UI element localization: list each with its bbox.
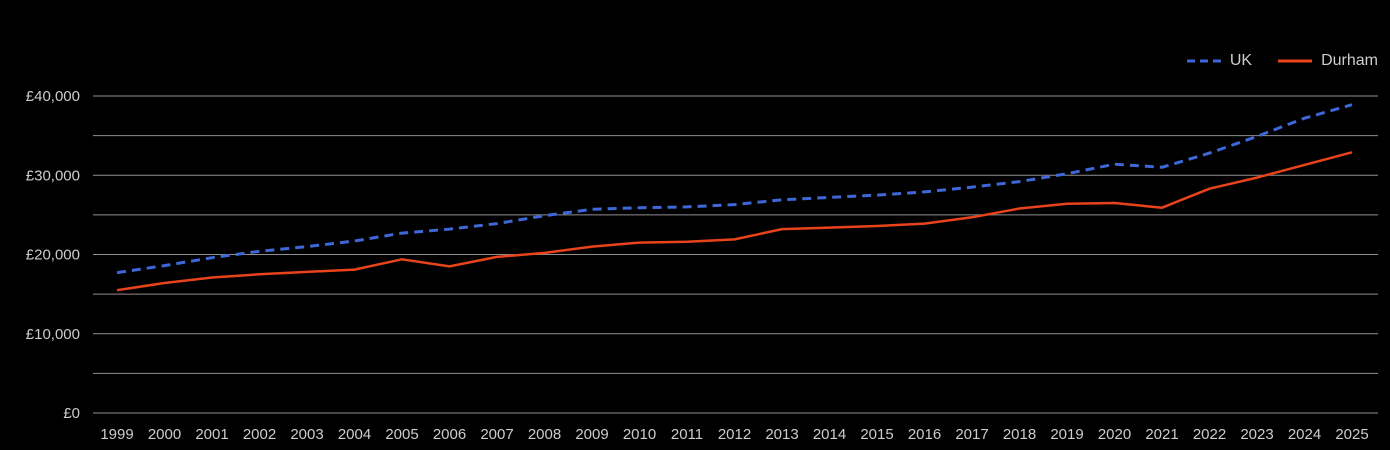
x-axis-tick-label: 2021 <box>1145 426 1178 443</box>
x-axis-tick-label: 2019 <box>1050 426 1083 443</box>
legend-item-durham: Durham <box>1278 53 1378 69</box>
uk-series-line <box>116 103 1353 275</box>
y-axis-tick-label: £0 <box>63 405 80 422</box>
x-axis-tick-label: 2012 <box>718 426 751 443</box>
x-axis-tick-label: 2010 <box>623 426 656 443</box>
x-axis-tick-label: 2016 <box>908 426 941 443</box>
durham-series-line <box>116 151 1353 292</box>
x-axis-tick-label: 1999 <box>100 426 133 443</box>
y-axis-tick-label: £40,000 <box>26 88 80 105</box>
x-axis-tick-label: 2005 <box>385 426 418 443</box>
x-axis-tick-label: 2023 <box>1240 426 1273 443</box>
x-axis-tick-label: 2017 <box>955 426 988 443</box>
x-axis-tick-label: 2015 <box>860 426 893 443</box>
y-axis-tick-label: £30,000 <box>26 167 80 184</box>
legend-label-durham: Durham <box>1321 52 1378 69</box>
x-axis-tick-label: 2001 <box>195 426 228 443</box>
x-axis-tick-label: 2018 <box>1003 426 1036 443</box>
x-axis-tick-label: 2004 <box>338 426 371 443</box>
x-axis-tick-label: 2020 <box>1098 426 1131 443</box>
legend-item-uk: UK <box>1186 52 1253 69</box>
x-axis-tick-label: 2022 <box>1193 426 1226 443</box>
x-axis-tick-label: 2006 <box>433 426 466 443</box>
x-axis-tick-label: 2003 <box>290 426 323 443</box>
legend-label-uk: UK <box>1229 52 1253 69</box>
x-axis-tick-label: 2025 <box>1335 426 1368 443</box>
x-axis-tick-label: 2009 <box>575 426 608 443</box>
x-axis-tick-label: 2008 <box>528 426 561 443</box>
uk-dashed-line-swatch <box>1186 59 1221 63</box>
x-axis-tick-label: 2007 <box>480 426 513 443</box>
x-axis-tick-label: 2011 <box>671 426 703 443</box>
x-axis-tick-label: 2013 <box>765 426 798 443</box>
y-axis-tick-label: £20,000 <box>26 247 80 264</box>
x-axis-tick-label: 2014 <box>813 426 846 443</box>
x-axis-tick-label: 2000 <box>148 426 181 443</box>
chart-legend: UK Durham <box>1186 52 1378 69</box>
durham-solid-line-swatch <box>1278 59 1313 63</box>
x-axis-tick-label: 2002 <box>243 426 276 443</box>
x-axis-tick-label: 2024 <box>1288 426 1321 443</box>
y-axis-tick-label: £10,000 <box>26 326 80 343</box>
